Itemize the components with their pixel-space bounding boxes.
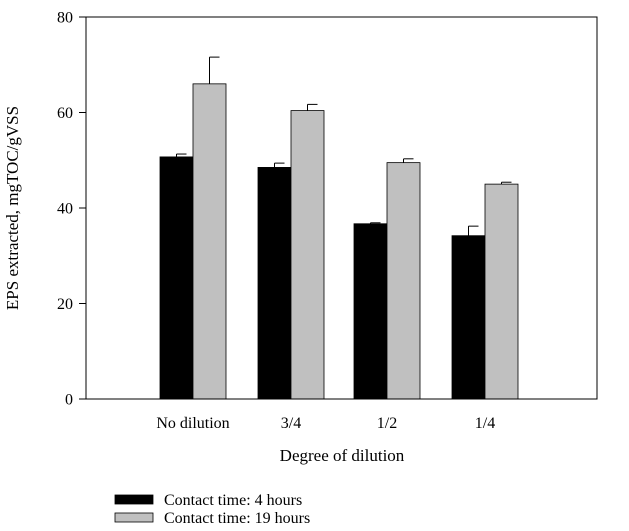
y-axis-title: EPS extracted, mgTOC/gVSS <box>3 106 22 310</box>
legend-swatch-4-hours <box>114 494 154 505</box>
error-bar-3-4-series-1 <box>307 103 318 111</box>
bar-no-dilution-series-0 <box>159 156 194 400</box>
bar-1-4-series-0 <box>451 235 486 400</box>
error-bar-no-dilution-series-1 <box>209 56 220 84</box>
y-axis-ticks: 0 20 40 60 80 <box>57 10 86 409</box>
bar-1-2-series-1 <box>386 162 421 400</box>
x-axis-title: Degree of dilution <box>280 446 405 465</box>
legend: Contact time: 4 hours Contact time: 19 h… <box>114 492 310 527</box>
legend-label-19-hours: Contact time: 19 hours <box>164 510 310 527</box>
bar-1-2-series-0 <box>353 223 388 400</box>
x-tick-label-no-dilution: No dilution <box>156 415 229 432</box>
legend-swatch-19-hours <box>114 512 154 523</box>
x-tick-label-1-4: 1/4 <box>475 415 495 432</box>
error-bars-layer <box>176 56 512 236</box>
y-tick-label-0: 0 <box>65 392 73 409</box>
error-bar-1-4-series-1 <box>501 181 512 185</box>
y-tick-label-40: 40 <box>57 201 73 218</box>
y-tick-label-20: 20 <box>57 296 73 313</box>
bar-1-4-series-1 <box>484 183 519 400</box>
error-bar-1-2-series-1 <box>403 158 414 163</box>
x-tick-label-3-4: 3/4 <box>281 415 301 432</box>
error-bar-3-4-series-0 <box>274 162 285 168</box>
error-bar-no-dilution-series-0 <box>176 153 187 157</box>
bar-3-4-series-1 <box>290 110 325 400</box>
x-tick-label-1-2: 1/2 <box>377 415 397 432</box>
error-bar-1-4-series-0 <box>468 225 479 236</box>
y-tick-label-60: 60 <box>57 105 73 122</box>
bar-no-dilution-series-1 <box>192 83 227 400</box>
bar-3-4-series-0 <box>257 167 292 400</box>
bars-layer <box>159 83 519 400</box>
x-axis-tick-labels: No dilution 3/4 1/2 1/4 <box>156 415 495 432</box>
y-tick-label-80: 80 <box>57 10 73 27</box>
error-bar-1-2-series-0 <box>370 222 381 224</box>
legend-label-4-hours: Contact time: 4 hours <box>164 492 302 509</box>
